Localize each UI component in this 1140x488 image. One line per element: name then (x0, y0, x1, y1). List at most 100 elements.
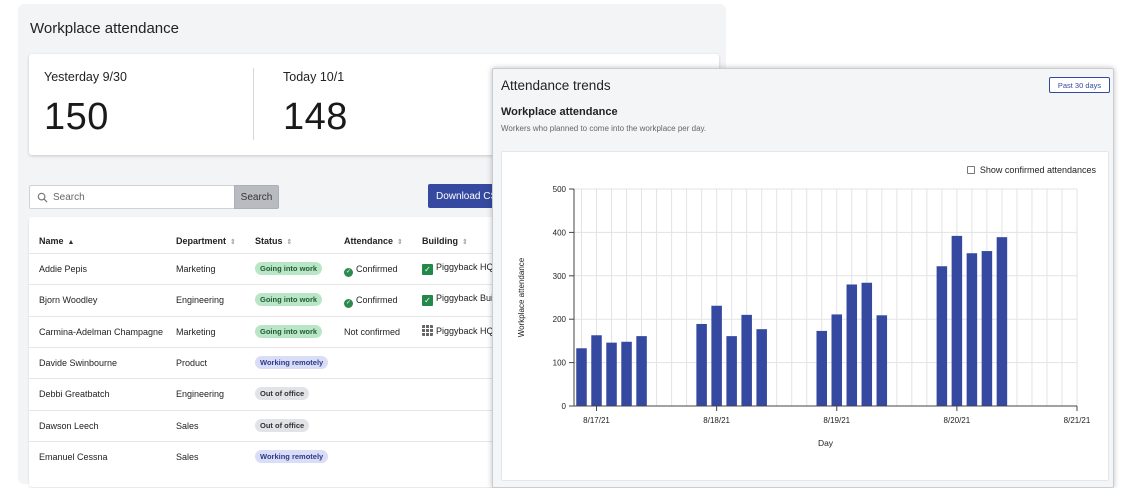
check-circle-icon: ✓ (344, 299, 353, 309)
cell-name: Davide Swinbourne (39, 357, 118, 368)
bar (831, 314, 843, 406)
stats-card: Yesterday 9/30 150 Today 10/1 148 (29, 54, 719, 155)
table-row[interactable]: Debbi Greatbatch Engineering Out of office (29, 378, 719, 409)
y-axis-label: Workplace attendance (517, 257, 526, 337)
cell-department: Sales (176, 420, 199, 431)
status-badge: Working remotely (255, 449, 329, 463)
attendance-label: Not confirmed (344, 326, 401, 337)
status-badge: Out of office (255, 418, 310, 432)
bar (726, 336, 737, 406)
cell-attendance: ✓ Confirmed (344, 295, 398, 309)
bar (981, 251, 993, 406)
x-tick-label: 8/20/21 (944, 416, 971, 425)
stat-today-value: 148 (283, 96, 348, 138)
table-row[interactable]: Bjorn Woodley Engineering Going into work ✓… (29, 284, 719, 315)
cell-name: Debbi Greatbatch (39, 389, 110, 400)
y-tick-label: 200 (553, 315, 567, 324)
column-header-building[interactable]: Building ⇕ (422, 236, 468, 246)
page-title: Workplace attendance (30, 20, 179, 37)
building-label: Piggyback Bui (436, 293, 494, 304)
column-header-name[interactable]: Name ▲ (39, 236, 75, 246)
stat-yesterday-label: Yesterday 9/30 (44, 70, 127, 84)
table-row[interactable]: Carmina-Adelman Champagne Marketing Going … (29, 315, 719, 347)
sort-icon: ⇕ (397, 239, 403, 246)
cell-department: Marketing (176, 326, 216, 337)
building-grid-icon (422, 324, 433, 336)
cell-attendance: ✓ Confirmed (344, 264, 398, 277)
y-tick-label: 300 (553, 272, 567, 281)
bar (756, 329, 767, 406)
y-tick-label: 100 (553, 359, 567, 368)
period-select-button[interactable]: Past 30 days (1049, 77, 1110, 93)
search-input[interactable] (53, 188, 231, 206)
sort-icon: ⇕ (230, 239, 236, 246)
status-badge: Going into work (255, 324, 323, 338)
attendance-label: Confirmed (356, 264, 398, 274)
bar (711, 305, 722, 406)
cell-name: Emanuel Cessna (39, 451, 108, 462)
bar (876, 315, 888, 406)
column-header-attendance[interactable]: Attendance ⇕ (344, 236, 403, 246)
cell-department: Engineering (176, 295, 225, 306)
stat-yesterday: Yesterday 9/30 150 (44, 70, 127, 139)
status-badge: Going into work (255, 262, 323, 275)
check-circle-icon: ✓ (344, 268, 353, 277)
cell-department: Product (176, 357, 208, 368)
chart-section-subtitle: Workers who planned to come into the wor… (501, 124, 707, 133)
cell-department: Engineering (176, 389, 225, 400)
search-icon (37, 192, 48, 203)
y-tick-label: 400 (553, 228, 567, 237)
status-badge: Going into work (255, 293, 323, 307)
sort-icon: ⇕ (462, 239, 468, 246)
stat-divider (253, 68, 254, 140)
status-badge: Working remotely (255, 355, 329, 369)
bar (951, 235, 963, 406)
bar (621, 341, 632, 406)
table-row[interactable]: Emanuel Cessna Sales Working remotely (29, 440, 719, 472)
trends-title: Attendance trends (501, 78, 611, 93)
cell-building: ✓ Piggyback HQ (422, 262, 494, 275)
bar (846, 284, 858, 406)
x-tick-label: 8/19/21 (823, 416, 850, 425)
y-tick-label: 0 (562, 402, 567, 411)
cell-name: Carmina-Adelman Champagne (39, 326, 164, 337)
bar (696, 323, 707, 406)
attendance-label: Confirmed (356, 295, 398, 306)
cell-department: Sales (176, 451, 199, 462)
table-row[interactable]: Davide Swinbourne Product Working remotely (29, 346, 719, 378)
table-header: Name ▲ Department ⇕ Status ⇕ Attendance ⇕ Bu… (29, 231, 719, 253)
bar (576, 348, 587, 406)
x-axis-label: Day (818, 438, 834, 448)
x-tick-label: 8/17/21 (583, 416, 610, 425)
attendance-trends-dialog: Attendance trends Past 30 days Workplace… (492, 68, 1114, 488)
show-confirmed-toggle[interactable]: Show confirmed attendances (966, 165, 1096, 175)
bar (996, 237, 1008, 406)
table-row[interactable]: Addie Pepis Marketing Going into work ✓ Conf… (29, 253, 719, 284)
cell-name: Addie Pepis (39, 264, 88, 274)
stat-yesterday-value: 150 (44, 96, 109, 138)
bar (936, 266, 948, 406)
bar (741, 314, 752, 406)
y-tick-label: 500 (553, 185, 567, 194)
bar (861, 282, 873, 406)
bar (966, 253, 978, 406)
x-tick-label: 8/18/21 (703, 416, 730, 425)
bar (606, 342, 617, 406)
bar (816, 330, 828, 406)
table-row[interactable]: Dawson Leech Sales Out of office (29, 409, 719, 441)
show-confirmed-label: Show confirmed attendances (979, 165, 1096, 175)
building-label: Piggyback HQ (436, 262, 494, 272)
checkbox[interactable] (966, 166, 975, 174)
attendance-bar-chart: 0 100 200 300 400 500 8/17/21 8/18/21 8/19/21 8/2… (517, 185, 1091, 448)
stat-today: Today 10/1 148 (283, 70, 348, 139)
column-header-status[interactable]: Status ⇕ (255, 236, 293, 246)
search-box (29, 185, 235, 209)
sort-icon: ⇕ (286, 239, 293, 246)
bar (636, 336, 647, 406)
column-header-department[interactable]: Department ⇕ (176, 236, 236, 246)
stat-today-label: Today 10/1 (283, 70, 345, 84)
chart-card: Show confirmed attendances 0 100 200 300 400… (501, 151, 1109, 481)
cell-name: Dawson Leech (39, 420, 99, 431)
search-button[interactable]: Search (234, 185, 279, 209)
cell-building: Piggyback HQ (422, 324, 494, 336)
